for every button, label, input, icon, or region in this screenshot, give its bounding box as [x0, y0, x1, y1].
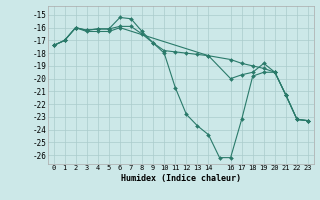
X-axis label: Humidex (Indice chaleur): Humidex (Indice chaleur) [121, 174, 241, 183]
